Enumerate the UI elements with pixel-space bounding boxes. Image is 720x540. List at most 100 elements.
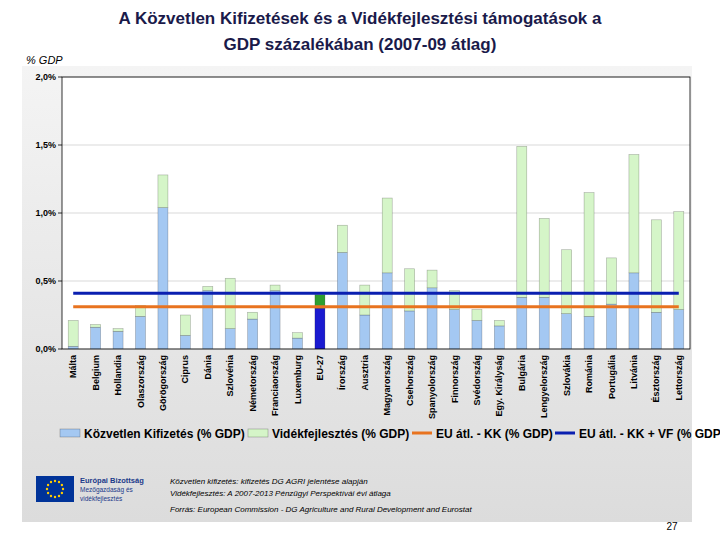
logo-star bbox=[61, 484, 63, 486]
category-label: Románia bbox=[584, 354, 594, 393]
logo-star bbox=[46, 488, 48, 490]
legend-swatch bbox=[248, 429, 268, 437]
tick-label: 2,0% bbox=[35, 72, 56, 82]
tick-label: 0,5% bbox=[35, 276, 56, 286]
bar bbox=[629, 273, 639, 349]
bar bbox=[203, 291, 213, 349]
bar bbox=[315, 308, 325, 349]
bar bbox=[68, 320, 78, 346]
category-label: Málta bbox=[68, 354, 78, 378]
logo-star bbox=[62, 488, 64, 490]
bar bbox=[607, 258, 617, 304]
tick bbox=[58, 145, 62, 146]
bar bbox=[91, 325, 101, 328]
category-label: Magyarország bbox=[382, 355, 392, 416]
plot-area bbox=[62, 77, 690, 349]
tick bbox=[58, 213, 62, 214]
bar bbox=[360, 285, 370, 315]
logo-star bbox=[61, 492, 63, 494]
logo-star bbox=[50, 481, 52, 483]
bar bbox=[517, 297, 527, 349]
bar bbox=[225, 278, 235, 328]
category-label: Görögország bbox=[158, 355, 168, 411]
bar bbox=[225, 329, 235, 349]
bar bbox=[539, 297, 549, 349]
category-label: Ausztria bbox=[360, 354, 370, 391]
logo-star bbox=[54, 496, 56, 498]
bar bbox=[337, 225, 347, 252]
grid-line bbox=[62, 213, 690, 214]
category-label: Lengyelország bbox=[539, 355, 549, 418]
category-label: Dánia bbox=[203, 354, 213, 380]
category-label: Portugália bbox=[607, 354, 617, 399]
category-label: Hollandia bbox=[113, 354, 123, 395]
legend-swatch bbox=[412, 432, 432, 435]
bar bbox=[472, 320, 482, 349]
category-label: Szlovákia bbox=[562, 354, 572, 396]
category-label: Finnország bbox=[450, 355, 460, 403]
category-label: Írország bbox=[337, 355, 347, 390]
logo-text: vidékfejlesztés bbox=[80, 495, 123, 503]
note: Közvetlen kifizetés: kifizetés DG AGRI j… bbox=[170, 477, 368, 486]
category-label: Csehország bbox=[405, 355, 415, 406]
bar bbox=[450, 310, 460, 349]
bar bbox=[270, 291, 280, 349]
bar bbox=[651, 312, 661, 349]
bar bbox=[248, 319, 258, 349]
legend-swatch bbox=[60, 429, 80, 437]
logo-flag bbox=[36, 476, 74, 502]
category-label: Spanyolország bbox=[427, 355, 437, 419]
category-label: Lettország bbox=[674, 355, 684, 401]
grid-line bbox=[62, 145, 690, 146]
bar bbox=[382, 273, 392, 349]
source: Forrás: European Commission - DG Agricul… bbox=[170, 505, 472, 514]
title: A Közvetlen Kifizetések és a Vidékfejles… bbox=[119, 9, 602, 28]
logo-text: Európai Bizottság bbox=[80, 476, 144, 485]
bar bbox=[180, 335, 190, 349]
bar bbox=[293, 338, 303, 349]
title: GDP százalékában (2007-09 átlag) bbox=[224, 35, 497, 54]
logo-star bbox=[54, 480, 56, 482]
category-label: EU-27 bbox=[315, 355, 325, 381]
category-label: Szlovénia bbox=[225, 354, 235, 397]
tick bbox=[58, 77, 62, 78]
category-label: Franciaország bbox=[270, 355, 280, 416]
bar bbox=[158, 208, 168, 349]
note: Vidékfejlesztés: A 2007-2013 Pénzügyi Pe… bbox=[170, 489, 391, 498]
bar bbox=[113, 329, 123, 332]
logo-text: Mezőgazdaság és bbox=[80, 486, 134, 494]
legend-label: Vidékfejlesztés (% GDP) bbox=[272, 427, 409, 441]
bar bbox=[382, 198, 392, 273]
tick bbox=[58, 349, 62, 350]
bar bbox=[674, 310, 684, 349]
bar bbox=[158, 175, 168, 208]
category-label: Németország bbox=[248, 355, 258, 412]
category-label: Luxemburg bbox=[293, 355, 303, 404]
logo-star bbox=[58, 495, 60, 497]
category-label: Észtország bbox=[651, 355, 661, 403]
bar bbox=[651, 220, 661, 312]
logo-star bbox=[47, 484, 49, 486]
plot-frame bbox=[62, 77, 690, 349]
category-label: Ciprus bbox=[180, 355, 190, 384]
category-label: Bulgária bbox=[517, 354, 527, 391]
bar bbox=[494, 320, 504, 325]
bar bbox=[472, 310, 482, 321]
grid-line bbox=[62, 281, 690, 282]
bar bbox=[293, 333, 303, 338]
category-label: Litvánia bbox=[629, 354, 639, 389]
page-number: 27 bbox=[666, 521, 678, 532]
category-label: Svédország bbox=[472, 355, 482, 406]
category-label: Olaszország bbox=[136, 355, 146, 408]
bar bbox=[405, 311, 415, 349]
bar bbox=[629, 155, 639, 273]
tick-label: 1,5% bbox=[35, 140, 56, 150]
bar bbox=[562, 314, 572, 349]
line bbox=[73, 305, 679, 308]
chart: A Közvetlen Kifizetések és a Vidékfejles… bbox=[0, 0, 720, 540]
legend-label: EU átl. - KK (% GDP) bbox=[436, 427, 553, 441]
bar bbox=[113, 331, 123, 349]
category-label: Belgium bbox=[91, 355, 101, 391]
bar bbox=[360, 315, 370, 349]
logo-star bbox=[47, 492, 49, 494]
